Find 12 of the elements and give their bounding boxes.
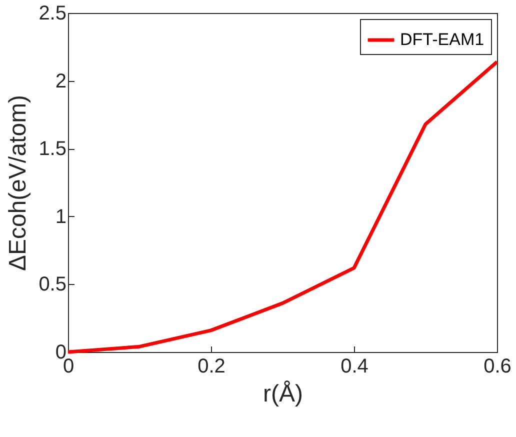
line-series <box>66 60 499 354</box>
y-tick-label: 0.5 <box>38 274 66 296</box>
y-tick-label: 2 <box>55 70 66 92</box>
x-axis-title: r(Å) <box>263 380 303 408</box>
y-tick-label: 1 <box>55 206 66 228</box>
x-tick-label: 0.2 <box>198 356 226 378</box>
x-tick-label: 0.6 <box>484 356 512 378</box>
y-tick-label: 2.5 <box>38 2 66 24</box>
legend-label: DFT-EAM1 <box>400 30 484 49</box>
y-tick-label: 1.5 <box>38 138 66 160</box>
x-tick-label: 0.4 <box>340 356 368 378</box>
y-axis-title: ΔEcoh(eV/atom) <box>4 94 32 272</box>
